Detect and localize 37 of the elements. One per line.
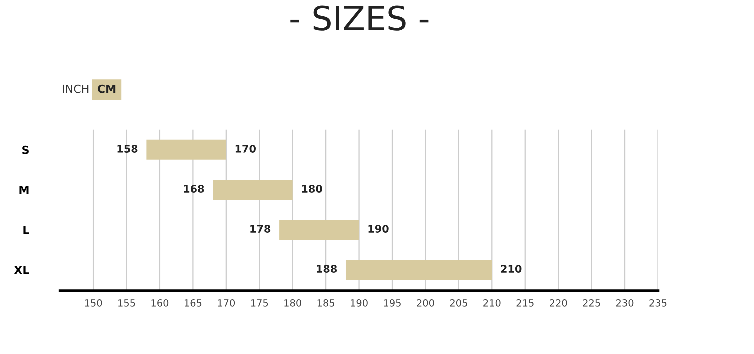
text: INCH: [63, 84, 89, 94]
annotation: 158: [118, 145, 138, 153]
annotation: 188: [317, 265, 338, 273]
text: CM: [98, 84, 116, 94]
y-tick-label: L: [24, 226, 30, 234]
x-tick-label: 220: [550, 299, 568, 307]
x-tick-label: 160: [152, 299, 169, 307]
x-tick-label: 150: [85, 299, 102, 307]
x-tick-label: 155: [118, 300, 136, 307]
annotation: 178: [250, 225, 271, 233]
x-tick-label: 225: [583, 299, 600, 307]
chart-title: - SIZES -: [290, 6, 429, 31]
x-tick-label: 230: [616, 299, 634, 307]
annotation: 168: [184, 185, 204, 193]
bar: [146, 140, 226, 160]
x-tick-label: 170: [218, 299, 236, 307]
x-tick-label: 180: [284, 299, 302, 307]
y-tick-label: S: [22, 146, 29, 154]
annotation: 170: [236, 145, 256, 153]
x-tick-label: 190: [351, 299, 368, 307]
x-tick-label: 200: [417, 299, 434, 307]
x-tick-label: 205: [450, 299, 468, 307]
bar: [346, 260, 492, 280]
bar: [280, 220, 360, 240]
y-tick-label: XL: [14, 266, 30, 274]
x-tick-label: 195: [384, 299, 401, 307]
bar: [213, 180, 293, 200]
x-tick-label: 215: [516, 299, 534, 307]
x-tick-label: 235: [650, 299, 667, 307]
annotation: 180: [302, 185, 322, 193]
x-tick-label: 210: [484, 299, 501, 307]
x-tick-label: 175: [251, 300, 268, 307]
annotation: 190: [368, 225, 389, 233]
annotation: 210: [501, 265, 522, 273]
x-tick-label: 185: [318, 299, 334, 307]
y-tick-label: M: [20, 186, 29, 194]
x-tick-label: 165: [184, 299, 202, 307]
